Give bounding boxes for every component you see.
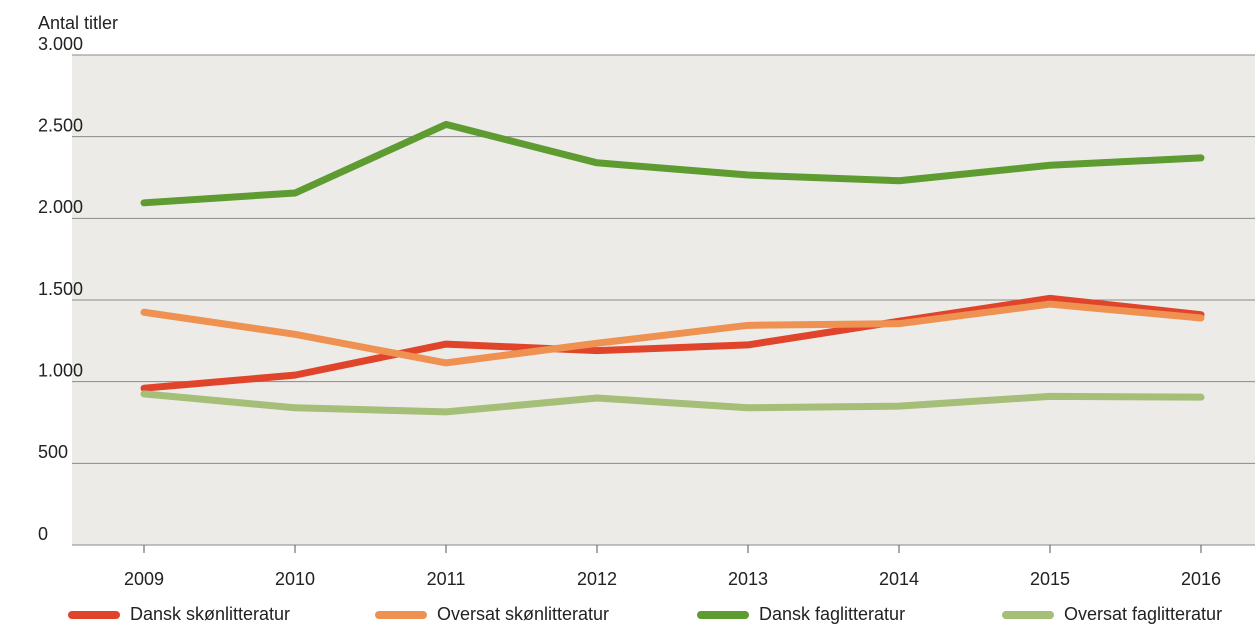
y-tick-label: 0: [38, 524, 48, 544]
series-line: [140, 294, 1205, 392]
y-tick-label: 1.000: [38, 360, 83, 380]
y-tick-label: 500: [38, 442, 68, 462]
legend-label: Oversat faglitteratur: [1064, 604, 1222, 624]
legend-label: Dansk skønlitteratur: [130, 604, 290, 624]
series-line: [140, 390, 1205, 416]
y-tick-label: 2.500: [38, 115, 83, 135]
x-tick-label: 2011: [427, 569, 466, 589]
y-tick-label: 2.000: [38, 197, 83, 217]
x-tick-label: 2010: [275, 569, 315, 589]
y-tick-label: 3.000: [38, 34, 83, 54]
series-line: [140, 300, 1205, 367]
legend-label: Oversat skønlitteratur: [437, 604, 609, 624]
x-tick-label: 2009: [124, 569, 164, 589]
y-axis-label: Antal titler: [38, 13, 118, 33]
series-line: [140, 120, 1205, 207]
x-tick-label: 2014: [879, 569, 919, 589]
x-tick-label: 2016: [1181, 569, 1221, 589]
x-tick-label: 2015: [1030, 569, 1070, 589]
x-tick-label: 2013: [728, 569, 768, 589]
legend-label: Dansk faglitteratur: [759, 604, 905, 624]
y-tick-label: 1.500: [38, 279, 83, 299]
x-tick-label: 2012: [577, 569, 617, 589]
